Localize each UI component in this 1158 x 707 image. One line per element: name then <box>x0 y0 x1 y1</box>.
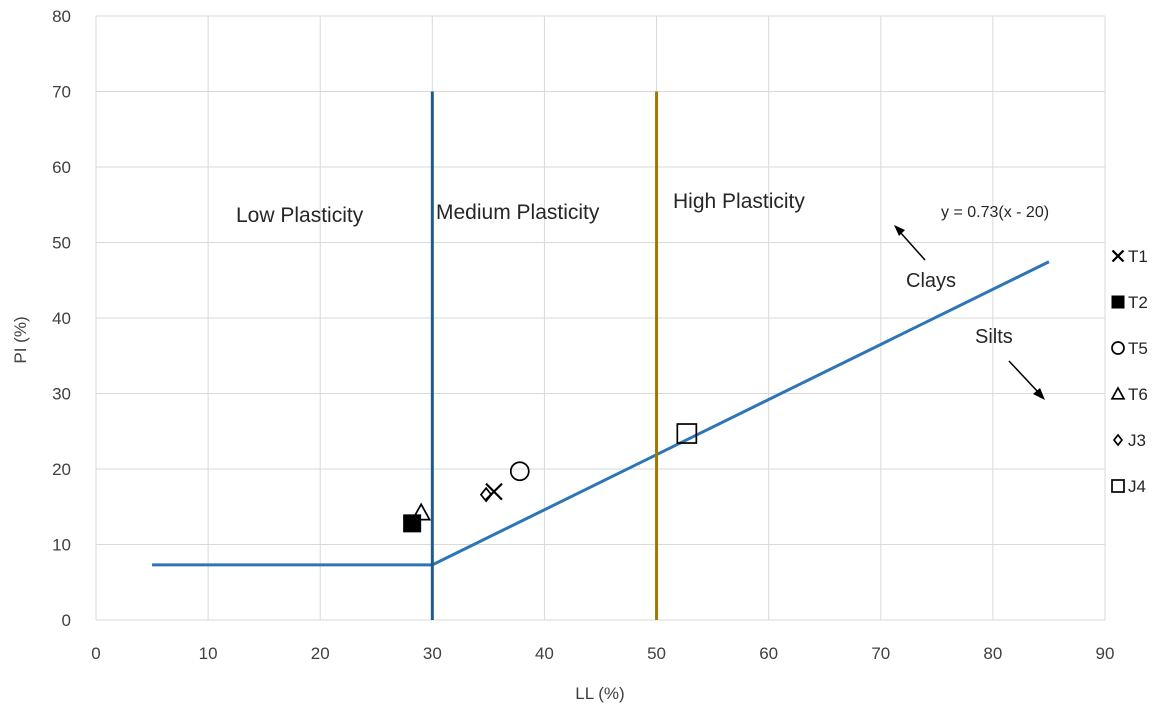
legend-item-t6: T6 <box>1110 385 1148 404</box>
a-line-line <box>152 260 1050 567</box>
point-j3 <box>479 486 493 503</box>
x-tick-label: 90 <box>1096 644 1115 663</box>
y-tick-label: 30 <box>52 385 71 404</box>
diamond-marker <box>1112 433 1124 447</box>
x-tick-labels: 0 10 20 30 40 50 60 70 80 90 <box>91 644 1114 663</box>
x-marker <box>1111 249 1125 263</box>
diamond-marker <box>479 486 493 503</box>
filled-square-marker <box>403 514 422 533</box>
y-axis-title: PI (%) <box>11 316 30 363</box>
legend-label: T6 <box>1128 385 1148 404</box>
legend-item-j4: J4 <box>1111 477 1146 496</box>
filled-square-marker <box>1111 295 1125 309</box>
legend-label: J3 <box>1128 431 1146 450</box>
x-tick-label: 40 <box>535 644 554 663</box>
x-tick-label: 30 <box>423 644 442 663</box>
y-tick-label: 40 <box>52 309 71 328</box>
triangle-marker <box>411 502 432 521</box>
legend-label: T1 <box>1128 247 1148 266</box>
y-tick-label: 70 <box>52 83 71 102</box>
legend-label: T2 <box>1128 293 1148 312</box>
square-marker <box>1111 479 1125 493</box>
x-tick-label: 20 <box>311 644 330 663</box>
reference-lines <box>152 91 1050 620</box>
silts-arrow <box>1008 360 1045 400</box>
x-tick-label: 10 <box>199 644 218 663</box>
y-tick-label: 10 <box>52 536 71 555</box>
legend-item-t2: T2 <box>1111 293 1148 312</box>
legend-item-t1: T1 <box>1111 247 1148 266</box>
y-tick-labels: 0 10 20 30 40 50 60 70 80 <box>52 7 71 630</box>
square-marker <box>676 423 698 444</box>
circle-marker <box>1111 341 1125 355</box>
x-tick-label: 50 <box>647 644 666 663</box>
point-j4 <box>676 423 698 444</box>
x-tick-label: 80 <box>983 644 1002 663</box>
silts-label: Silts <box>975 326 1013 348</box>
legend-label: J4 <box>1128 477 1146 496</box>
data-points <box>403 423 698 533</box>
x-tick-label: 0 <box>91 644 100 663</box>
x-tick-label: 60 <box>759 644 778 663</box>
x-tick-label: 70 <box>871 644 890 663</box>
a-line-equation: y = 0.73(x - 20) <box>941 204 1049 221</box>
clays-label: Clays <box>906 270 956 292</box>
triangle-marker <box>1110 386 1126 400</box>
zone-label-medium: Medium Plasticity <box>436 201 600 224</box>
y-tick-label: 60 <box>52 158 71 177</box>
zone-label-high: High Plasticity <box>673 190 805 213</box>
clays-arrow <box>894 225 926 261</box>
legend: T1 T2 T5 T6 J3 J4 <box>1110 247 1148 496</box>
point-t2 <box>403 514 422 533</box>
grid-lines <box>95 15 1106 621</box>
y-tick-label: 0 <box>62 611 71 630</box>
zone-label-low: Low Plasticity <box>236 204 364 227</box>
legend-item-j3: J3 <box>1112 431 1146 450</box>
x-axis-title: LL (%) <box>575 684 624 703</box>
y-tick-label: 20 <box>52 460 71 479</box>
y-tick-label: 50 <box>52 234 71 253</box>
point-t6 <box>411 502 432 521</box>
legend-item-t5: T5 <box>1111 339 1148 358</box>
circle-marker <box>509 461 530 482</box>
legend-label: T5 <box>1128 339 1148 358</box>
y-tick-label: 80 <box>52 7 71 26</box>
point-t5 <box>509 461 530 482</box>
